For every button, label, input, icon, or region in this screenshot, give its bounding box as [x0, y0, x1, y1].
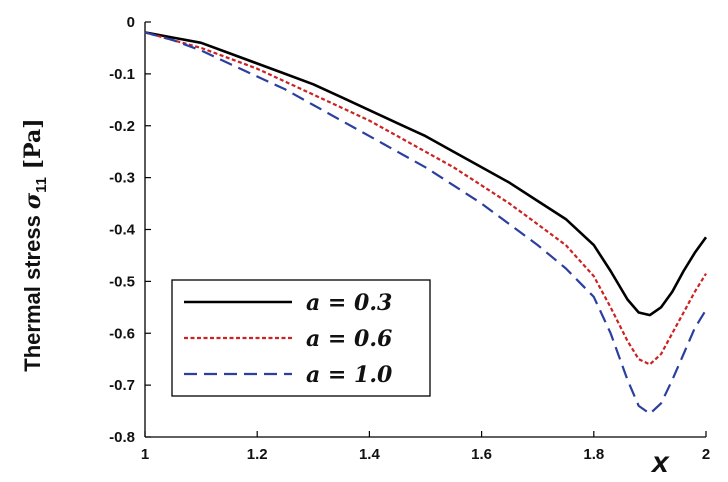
x-tick-label: 1: [141, 446, 149, 463]
y-tick-label: -0.1: [109, 66, 135, 83]
x-tick-label: 1.6: [471, 446, 492, 463]
x-tick-label: 1.4: [359, 446, 381, 463]
y-axis-title-symbol: σ: [20, 192, 46, 209]
axes: [144, 21, 707, 438]
legend: a = 0.3 a = 0.6 a = 1.0: [171, 279, 431, 397]
y-axis-title-subscript: 11: [33, 177, 50, 193]
y-tick-label: -0.8: [109, 429, 135, 446]
y-tick-label: -0.7: [109, 377, 135, 394]
series-line-1: [144, 31, 708, 317]
y-tick-label: 0: [127, 14, 135, 31]
legend-label-3: a = 1.0: [306, 362, 393, 388]
y-tick-label: -0.4: [109, 222, 136, 239]
series-line-3: [144, 31, 707, 415]
y-tick-label: -0.3: [109, 170, 135, 187]
x-tick-label: 1.2: [247, 446, 268, 463]
y-axis-title-main: Thermal stress: [20, 209, 45, 372]
y-tick-label: -0.6: [109, 325, 135, 342]
y-tick-label: -0.5: [109, 273, 135, 290]
tick-labels: 1 1.2 1.4 1.6 1.8 2 0 -0.1 -0.2 -0.3 -0.4 -0.5 -0.6 -…: [109, 14, 710, 463]
x-tick-label: 1.8: [583, 446, 604, 463]
y-axis-title: Thermal stress σ11 [Pa]: [20, 118, 50, 371]
legend-label-1: a = 0.3: [306, 290, 392, 316]
series-layer: [144, 31, 708, 415]
legend-label-2: a = 0.6: [306, 326, 392, 352]
x-tick-label: 2: [702, 446, 710, 463]
x-axis-title: x: [650, 446, 670, 479]
legend-box: [171, 279, 431, 397]
y-axis-title-unit: [Pa]: [20, 118, 46, 177]
y-tick-label: -0.2: [109, 118, 135, 135]
